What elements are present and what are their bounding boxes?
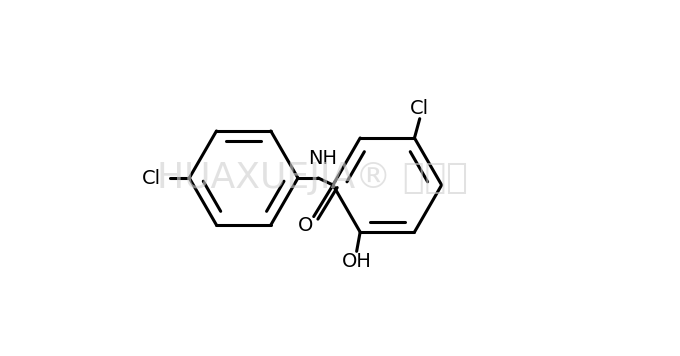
Text: Cl: Cl	[410, 99, 429, 118]
Text: NH: NH	[308, 149, 337, 168]
Text: O: O	[299, 216, 313, 235]
Text: Cl: Cl	[142, 168, 161, 188]
Text: HUAXUEJIA® 化学加: HUAXUEJIA® 化学加	[156, 161, 467, 195]
Text: OH: OH	[342, 252, 371, 271]
